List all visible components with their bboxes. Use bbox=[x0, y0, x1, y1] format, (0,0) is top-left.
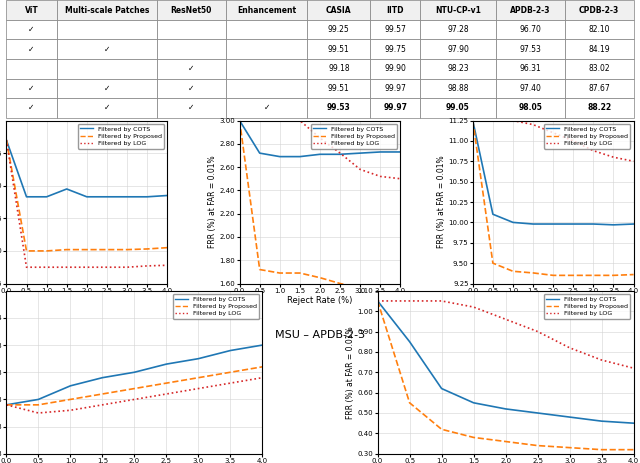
Legend: Filtered by COTS, Filtered by Proposed, Filtered by LOG: Filtered by COTS, Filtered by Proposed, … bbox=[544, 124, 630, 149]
Title: CASIA: CASIA bbox=[70, 330, 104, 340]
Title: MSU – APDB-2-3: MSU – APDB-2-3 bbox=[275, 330, 365, 340]
Y-axis label: FRR (%) at FAR = 0.01%: FRR (%) at FAR = 0.01% bbox=[346, 326, 355, 419]
Legend: Filtered by COTS, Filtered by Proposed, Filtered by LOG: Filtered by COTS, Filtered by Proposed, … bbox=[77, 124, 164, 149]
X-axis label: Reject Rate (%): Reject Rate (%) bbox=[287, 296, 353, 306]
X-axis label: Reject Rate (%): Reject Rate (%) bbox=[520, 296, 586, 306]
Legend: Filtered by COTS, Filtered by Proposed, Filtered by LOG: Filtered by COTS, Filtered by Proposed, … bbox=[311, 124, 397, 149]
Legend: Filtered by COTS, Filtered by Proposed, Filtered by LOG: Filtered by COTS, Filtered by Proposed, … bbox=[544, 294, 630, 319]
Y-axis label: FRR (%) at FAR = 0.01%: FRR (%) at FAR = 0.01% bbox=[436, 156, 445, 248]
Y-axis label: FRR (%) at FAR = 0.01%: FRR (%) at FAR = 0.01% bbox=[208, 156, 217, 248]
Legend: Filtered by COTS, Filtered by Proposed, Filtered by LOG: Filtered by COTS, Filtered by Proposed, … bbox=[173, 294, 259, 319]
X-axis label: Reject Rate (%): Reject Rate (%) bbox=[54, 296, 120, 306]
Title: MSU – CPDB-2-3: MSU – CPDB-2-3 bbox=[508, 330, 598, 340]
